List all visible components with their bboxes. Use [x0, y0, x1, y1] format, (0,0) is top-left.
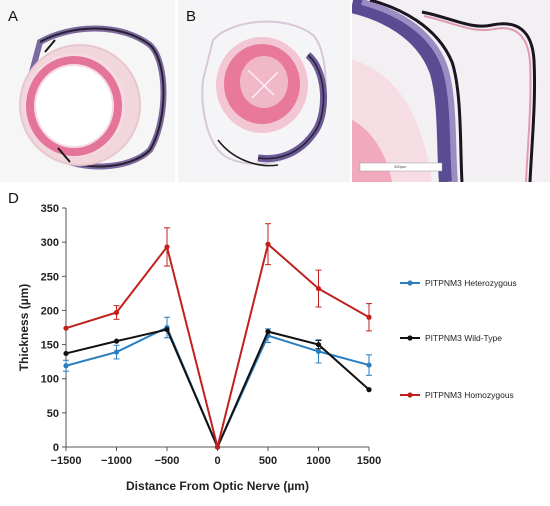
data-point [113, 309, 120, 316]
data-point [265, 328, 271, 335]
legend-item-1: PITPNM3 Wild-Type [400, 333, 502, 343]
chart-legend: PITPNM3 Heterozygous PITPNM3 Wild-Type PIT… [400, 278, 517, 400]
eye-section-image-b [178, 0, 350, 182]
series-0 [63, 316, 372, 450]
legend-swatch-marker [407, 280, 413, 286]
scale-bar-label: 300µm [394, 164, 407, 169]
legend-label: PITPNM3 Homozygous [425, 390, 514, 400]
x-tick-label: 1500 [357, 455, 381, 467]
data-point [315, 348, 322, 354]
legend-swatch-marker [407, 392, 413, 398]
data-point [315, 341, 322, 348]
data-point [366, 314, 372, 320]
y-tick-label: 0 [53, 442, 59, 454]
y-tick-label: 350 [41, 203, 59, 215]
y-tick-label: 150 [41, 340, 59, 352]
series-1 [63, 326, 372, 450]
y-tick-label: 100 [41, 374, 59, 386]
x-tick-label: −1500 [51, 455, 82, 467]
histology-panel-b: B [178, 0, 350, 182]
series-2 [63, 223, 372, 450]
thickness-chart: D 0 50 100 150 200 250 300 350 −1500 −1000 −500 0 50… [0, 186, 550, 506]
data-point [164, 244, 170, 250]
chart-series [63, 223, 372, 450]
y-axis-title: Thickness (µm) [17, 284, 31, 372]
eye-section-image-a [0, 0, 175, 182]
x-tick-label: 500 [259, 455, 277, 467]
y-tick-label: 50 [47, 408, 59, 420]
histology-panel-a: A [0, 0, 175, 182]
x-tick-label: 0 [214, 455, 220, 467]
series-line [65, 326, 370, 450]
data-point [164, 326, 170, 333]
retina-magnified-image [352, 0, 550, 182]
x-tick-label: 1000 [306, 455, 330, 467]
panel-label-a: A [8, 8, 19, 25]
histology-panel-c: 300µm [352, 0, 550, 182]
legend-label: PITPNM3 Wild-Type [425, 333, 502, 343]
panel-label-d: D [8, 190, 19, 207]
x-tick-label: −500 [155, 455, 180, 467]
x-tick-label: −1000 [101, 455, 132, 467]
data-point [265, 241, 271, 247]
data-point [63, 325, 69, 331]
panel-label-b: B [186, 8, 197, 25]
chart-axes: 0 50 100 150 200 250 300 350 −1500 −1000 −500 0 500 1… [17, 203, 381, 493]
data-point [214, 444, 221, 450]
legend-swatch-marker [407, 335, 413, 341]
data-point [113, 338, 120, 344]
legend-item-0: PITPNM3 Heterozygous [400, 278, 517, 288]
data-point [366, 387, 372, 393]
data-point [113, 349, 120, 355]
series-line [65, 242, 370, 448]
data-point [63, 363, 69, 369]
legend-item-2: PITPNM3 Homozygous [400, 390, 514, 400]
y-tick-label: 300 [41, 237, 59, 249]
data-point [366, 362, 372, 368]
y-tick-label: 250 [41, 271, 59, 283]
data-point [63, 350, 69, 357]
chart-svg: 0 50 100 150 200 250 300 350 −1500 −1000 −500 0 500 1… [17, 203, 517, 493]
y-tick-label: 200 [41, 305, 59, 317]
data-point [315, 285, 322, 292]
x-axis-title: Distance From Optic Nerve (µm) [126, 479, 309, 493]
series-line [65, 328, 370, 450]
legend-label: PITPNM3 Heterozygous [425, 278, 517, 288]
